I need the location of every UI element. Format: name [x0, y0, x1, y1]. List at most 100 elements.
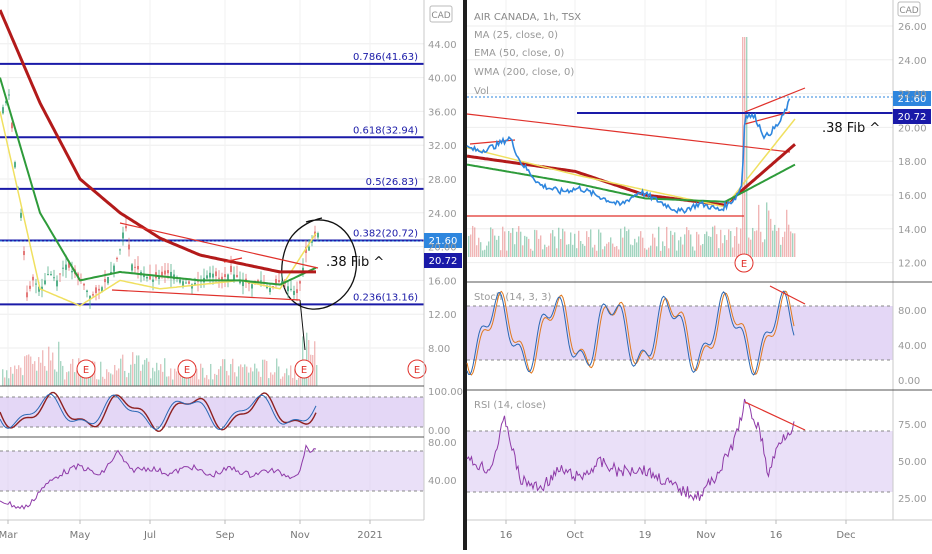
left-wma-line[interactable]	[0, 111, 317, 307]
right-price-tick: 24.00	[898, 56, 927, 67]
right-trendline-channel-bottom[interactable]	[744, 111, 791, 125]
left-volume-bar	[228, 375, 230, 386]
left-candle	[269, 288, 271, 293]
right-fib-annotation[interactable]: .38 Fib ^	[822, 121, 880, 136]
right-stoch-k-line[interactable]	[466, 290, 795, 376]
left-volume-bar	[272, 374, 274, 386]
legend-ema[interactable]: EMA (50, close, 0)	[474, 48, 564, 59]
stoch-title[interactable]: Stoch (14, 3, 3)	[474, 292, 551, 303]
legend-wma[interactable]: WMA (200, close, 0)	[474, 67, 574, 78]
legend-vol[interactable]: Vol	[474, 86, 489, 97]
rsi-title[interactable]: RSI (14, close)	[474, 400, 546, 411]
right-event-marker[interactable]: E	[734, 253, 754, 273]
right-volume-bar	[678, 240, 680, 257]
left-candle	[59, 273, 61, 275]
right-rsi-divergence[interactable]	[744, 401, 806, 431]
right-stoch-divergence[interactable]	[769, 285, 806, 305]
left-volume-bar	[230, 364, 232, 386]
left-trendline-short[interactable]	[223, 257, 243, 263]
fib-label[interactable]: 0.618(32.94)	[353, 125, 418, 136]
left-ema-line[interactable]	[0, 9, 316, 274]
left-volume-bar	[144, 359, 146, 386]
right-rsi-line[interactable]	[466, 398, 795, 502]
left-volume-bar	[126, 377, 128, 386]
right-volume-bar	[750, 239, 752, 257]
right-volume-bar	[608, 242, 610, 257]
left-fib-annotation[interactable]: .38 Fib ^	[326, 255, 384, 270]
fib-label[interactable]: 0.5(26.83)	[366, 177, 418, 188]
fib-label[interactable]: 0.382(20.72)	[353, 229, 418, 240]
left-volume-bar	[60, 361, 62, 386]
right-volume-bar	[552, 230, 554, 257]
right-volume-bar	[698, 234, 700, 257]
left-volume-bar	[104, 378, 106, 386]
left-volume-bar	[266, 360, 268, 386]
left-candle	[251, 284, 253, 289]
right-volume-bar	[658, 226, 660, 257]
left-volume-bar	[8, 378, 10, 386]
left-volume-bar	[168, 376, 170, 386]
left-candle	[290, 288, 292, 290]
right-trendline-channel-top[interactable]	[744, 87, 806, 113]
left-rsi-line[interactable]	[0, 444, 317, 510]
left-candle	[164, 270, 166, 275]
left-candle	[11, 122, 13, 129]
left-trendline-lower[interactable]	[111, 289, 301, 301]
right-price-tick: 18.00	[898, 157, 927, 168]
left-candle	[32, 276, 34, 281]
left-ma-line[interactable]	[0, 77, 317, 286]
left-event-marker-1[interactable]: E	[76, 359, 96, 379]
left-candle	[119, 249, 121, 251]
right-volume-bar	[668, 248, 670, 257]
chart-divider[interactable]	[463, 0, 467, 550]
left-candle	[179, 279, 181, 283]
right-volume-bar	[530, 248, 532, 257]
legend-ma[interactable]: MA (25, close, 0)	[474, 30, 558, 41]
right-price-line[interactable]	[466, 98, 791, 215]
right-volume-bar	[484, 249, 486, 257]
right-stoch-d-line[interactable]	[466, 290, 795, 376]
left-volume-bar	[258, 371, 260, 386]
right-volume-bar	[644, 248, 646, 257]
right-volume-bar	[602, 249, 604, 257]
left-volume-bar	[214, 373, 216, 386]
left-volume-bar	[2, 369, 4, 386]
left-price-tick: 28.00	[428, 175, 457, 186]
right-trendline-down[interactable]	[466, 113, 791, 153]
left-event-marker-2[interactable]: E	[177, 359, 197, 379]
left-volume-bar	[30, 356, 32, 386]
left-volume-bar	[24, 356, 26, 386]
left-candle	[137, 265, 139, 270]
symbol-title[interactable]: AIR CANADA, 1h, TSX	[474, 12, 581, 23]
left-stoch-d-line[interactable]	[0, 391, 317, 433]
right-volume-bar	[548, 245, 550, 257]
left-event-marker-4[interactable]: E	[407, 359, 427, 379]
left-time-label: Jul	[143, 530, 156, 541]
left-candle	[296, 289, 298, 294]
left-trendline-upper[interactable]	[119, 222, 319, 269]
right-currency-badge[interactable]: CAD	[897, 1, 921, 17]
right-volume-bar	[508, 230, 510, 257]
left-time-label: Sep	[216, 530, 235, 541]
right-volume-bar	[482, 250, 484, 257]
right-ma-line[interactable]	[466, 163, 796, 203]
left-volume-bar	[138, 355, 140, 386]
fib-label[interactable]: 0.786(41.63)	[353, 52, 418, 63]
left-rsi-tick: 80.00	[428, 438, 457, 449]
left-stoch-k-line[interactable]	[0, 393, 317, 431]
left-currency-badge[interactable]: CAD	[429, 5, 453, 23]
left-candle	[62, 267, 64, 269]
right-volume-bar	[490, 227, 492, 257]
left-candle	[149, 274, 151, 280]
left-price-tick: 36.00	[428, 107, 457, 118]
fib-label[interactable]: 0.236(13.16)	[353, 292, 418, 303]
right-volume-bar	[766, 202, 768, 257]
left-candle	[5, 100, 7, 104]
right-volume-bar	[578, 230, 580, 257]
right-volume-bar	[592, 247, 594, 257]
right-volume-bar	[642, 237, 644, 257]
right-time-label: 19	[639, 530, 652, 541]
right-volume-bar	[520, 231, 522, 257]
left-event-marker-3[interactable]: E	[294, 359, 314, 379]
